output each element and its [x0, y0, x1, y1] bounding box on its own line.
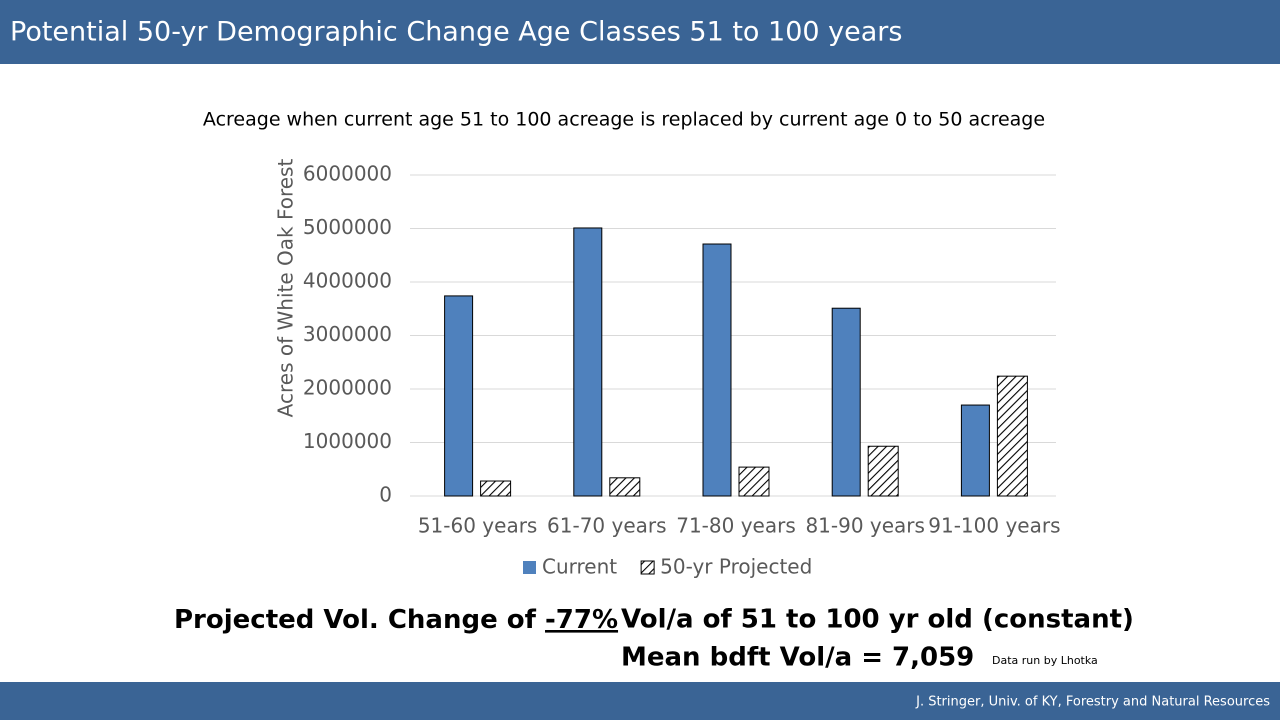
bar [702, 243, 732, 497]
volume-note: Mean bdft Vol/a = 7,059 [621, 643, 974, 673]
y-tick-label: 5000000 [303, 215, 392, 239]
legend-label: Current [542, 555, 617, 579]
bar [573, 227, 603, 497]
bar [867, 445, 899, 497]
bar [480, 480, 512, 497]
bar [738, 466, 770, 497]
change-value: -77% [545, 605, 618, 635]
y-tick-label: 6000000 [303, 162, 392, 186]
bar [609, 477, 641, 497]
y-tick-label: 2000000 [303, 376, 392, 400]
bar [996, 375, 1028, 497]
y-tick-label: 1000000 [303, 429, 392, 453]
chart-title: Acreage when current age 51 to 100 acrea… [203, 109, 1045, 131]
x-tick-label: 71-80 years [676, 514, 796, 538]
x-tick-label: 91-100 years [928, 514, 1060, 538]
credit: Data run by Lhotka [992, 654, 1098, 667]
y-axis-title: Acres of White Oak Forest [274, 159, 298, 418]
bar [960, 404, 990, 497]
change-note: Projected Vol. Change of -77% [174, 605, 618, 635]
header-bar [0, 0, 1280, 64]
footer-text: J. Stringer, Univ. of KY, Forestry and N… [915, 695, 1270, 710]
y-tick-label: 3000000 [303, 322, 392, 346]
y-tick-label: 0 [379, 483, 392, 507]
legend-swatch [523, 561, 536, 574]
volume-note: Vol/a of 51 to 100 yr old (constant) [621, 605, 1134, 635]
x-tick-label: 81-90 years [805, 514, 925, 538]
bar [444, 295, 474, 497]
bar [831, 307, 861, 497]
footer-bar [0, 682, 1280, 720]
slide-title: Potential 50-yr Demographic Change Age C… [10, 17, 902, 48]
change-text: Projected Vol. Change of [174, 605, 537, 635]
legend-label: 50-yr Projected [660, 555, 812, 579]
x-tick-label: 61-70 years [547, 514, 667, 538]
plot: 0 1000000 2000000 3000000 4000000 5000000 6000… [303, 162, 1061, 579]
legend-swatch [640, 560, 655, 575]
y-tick-label: 4000000 [303, 269, 392, 293]
x-tick-label: 51-60 years [418, 514, 538, 538]
